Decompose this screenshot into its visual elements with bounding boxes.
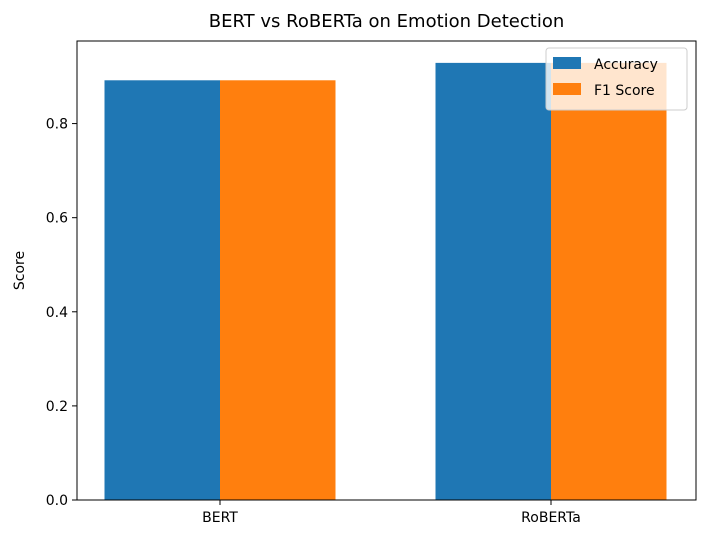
x-tick-label: RoBERTa: [521, 510, 581, 526]
bar-accuracy-roberta: [435, 62, 551, 500]
y-tick-label: 0.4: [46, 305, 68, 321]
y-tick-label: 0.8: [46, 117, 68, 133]
legend-label: F1 Score: [594, 83, 655, 99]
x-tick-label: BERT: [202, 510, 238, 526]
y-tick-label: 0.2: [46, 399, 68, 415]
legend-label: Accuracy: [594, 57, 658, 73]
bars-layer: [104, 62, 667, 500]
legend-swatch: [553, 83, 581, 95]
y-tick-label: 0.6: [46, 211, 68, 227]
x-axis: BERT RoBERTa: [202, 500, 581, 526]
y-tick-label: 0.0: [46, 493, 68, 509]
legend: Accuracy F1 Score: [545, 47, 688, 111]
bar-f1-score-bert: [220, 80, 336, 500]
plot-frame: [76, 40, 697, 501]
y-axis-label: Score: [12, 251, 28, 290]
legend-box: [545, 47, 688, 111]
y-axis: 0.0 0.2 0.4 0.6 0.8: [46, 117, 77, 509]
bar-f1-score-roberta: [551, 62, 667, 500]
bar-accuracy-bert: [104, 80, 220, 500]
legend-swatch: [553, 57, 581, 69]
chart-title: BERT vs RoBERTa on Emotion Detection: [209, 11, 565, 32]
